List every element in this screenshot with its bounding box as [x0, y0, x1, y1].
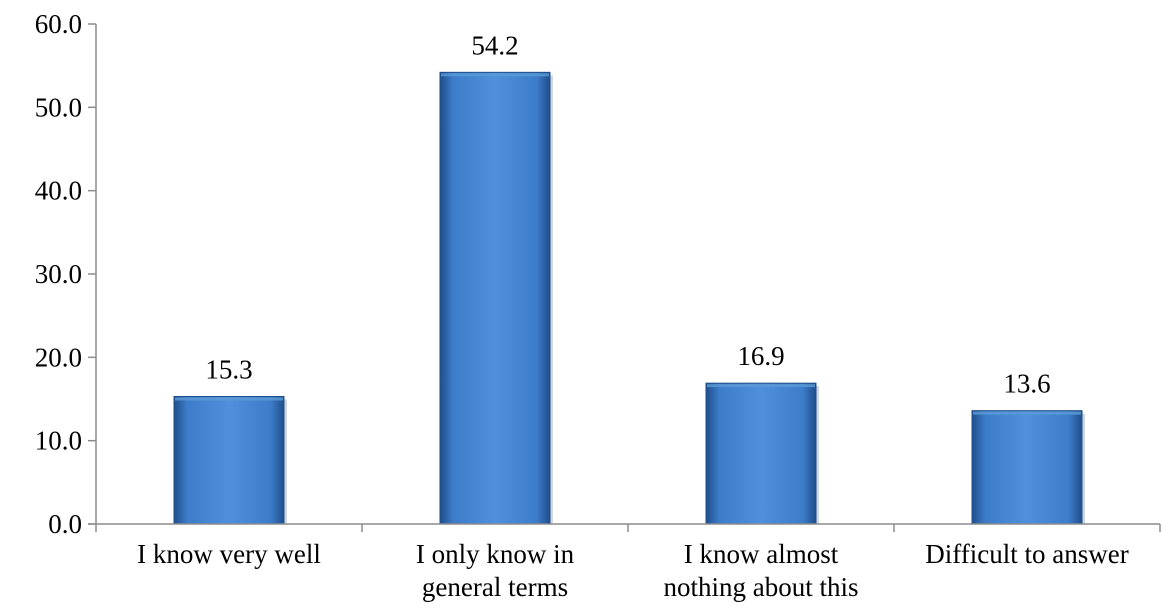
category-label-0-line-0: I know very well	[137, 539, 321, 569]
bar-highlight	[441, 73, 549, 77]
y-axis-ticks: 0.0 10.0 20.0 30.0 40.0 50.0 60.0	[35, 9, 96, 539]
y-tick-label: 40.0	[35, 176, 82, 206]
data-label-1: 54.2	[471, 30, 518, 60]
category-label-1-line-1: general terms	[422, 572, 568, 602]
bar-3	[971, 410, 1083, 525]
bar-highlight	[707, 384, 815, 388]
y-tick-label: 50.0	[35, 92, 82, 122]
data-label-0: 15.3	[205, 355, 252, 385]
bar-2	[705, 382, 817, 525]
category-label-2-line-0: I know almost	[684, 539, 839, 569]
data-label-2: 16.9	[737, 341, 784, 371]
data-labels-group: 15.3 54.2 16.9 13.6	[205, 30, 1050, 398]
data-label-3: 13.6	[1003, 369, 1050, 399]
category-label-2-line-1: nothing about this	[664, 572, 859, 602]
y-tick-label: 60.0	[35, 9, 82, 39]
bar-highlight	[973, 411, 1081, 415]
bar-0	[173, 396, 285, 525]
y-tick-label: 20.0	[35, 342, 82, 372]
axes-group	[88, 24, 1161, 532]
y-tick-label: 30.0	[35, 259, 82, 289]
bar-highlight	[175, 397, 283, 401]
category-label-1-line-0: I only know in	[416, 539, 575, 569]
y-tick-label: 0.0	[48, 509, 82, 539]
bars-group	[173, 71, 1085, 525]
category-label-3-line-0: Difficult to answer	[925, 539, 1128, 569]
y-tick-label: 10.0	[35, 426, 82, 456]
bar-1	[439, 71, 551, 525]
